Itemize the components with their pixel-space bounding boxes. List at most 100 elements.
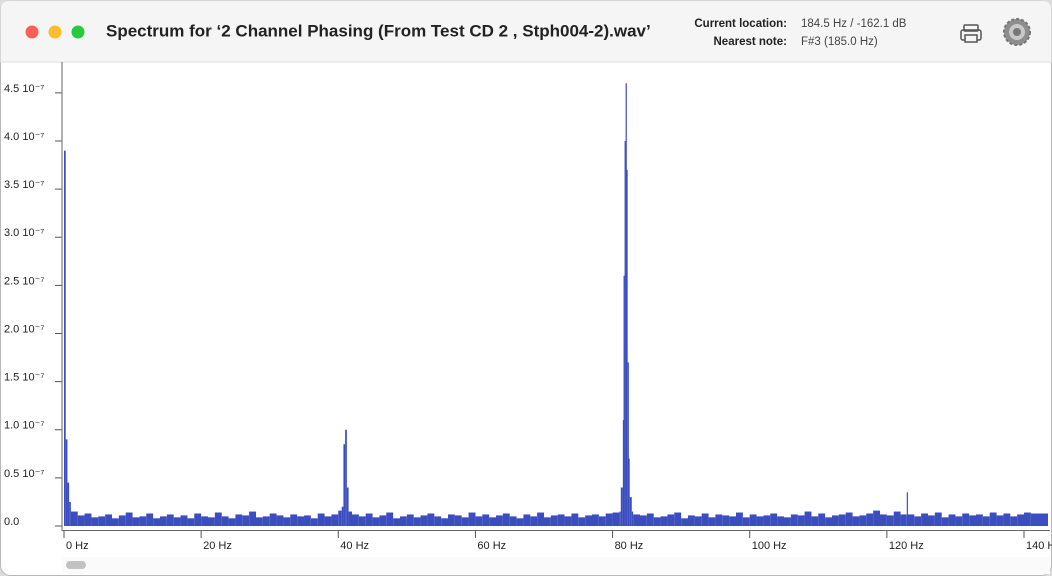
close-button[interactable]: [25, 25, 39, 39]
spectrum-bar: [784, 517, 791, 526]
spectrum-bar: [866, 513, 874, 526]
spectrum-bar: [146, 513, 154, 526]
spectrum-bar: [214, 512, 222, 526]
y-tick-label: 0.5 10⁻⁷: [4, 468, 44, 480]
spectrum-bar: [886, 515, 894, 526]
spectrum-bar: [550, 515, 558, 526]
x-tick-label: 60 Hz: [477, 540, 506, 552]
spectrum-bar: [989, 512, 997, 526]
spectrum-bar: [674, 512, 682, 526]
spectrum-bar: [811, 516, 819, 526]
spectrum-bar: [105, 514, 112, 526]
spectrum-bar: [1024, 512, 1031, 526]
y-tick-label: 0.0: [4, 516, 19, 528]
x-tick-label: 140 Hz: [1026, 540, 1052, 552]
spectrum-bar: [996, 515, 1004, 526]
spectrum-bar: [1003, 513, 1011, 526]
note-label: Nearest note:: [714, 36, 788, 48]
spectrum-bar: [262, 516, 270, 526]
settings-button[interactable]: [1003, 18, 1031, 46]
y-tick-label: 4.5 10⁻⁷: [4, 83, 44, 95]
window-title: Spectrum for ‘2 Channel Phasing (From Te…: [106, 21, 651, 40]
spectrum-bar: [348, 511, 352, 526]
location-label: Current location:: [694, 18, 787, 30]
minimize-button[interactable]: [48, 25, 62, 39]
y-tick-label: 2.0 10⁻⁷: [4, 323, 44, 335]
spectrum-bar: [434, 516, 442, 526]
spectrum-bar: [646, 513, 654, 526]
spectrum-bar: [228, 518, 236, 526]
spectrum-bar: [448, 514, 455, 526]
spectrum-bar: [297, 516, 304, 526]
spectrum-bar: [221, 516, 229, 526]
spectrum-bar: [955, 516, 963, 526]
spectrum-bar: [681, 518, 688, 526]
spectrum-bar: [736, 512, 743, 526]
spectrum-bar: [235, 514, 243, 526]
spectrum-bar: [98, 516, 106, 526]
x-tick-label: 40 Hz: [340, 540, 369, 552]
spectrum-bar: [420, 515, 428, 526]
spectrum-bar: [379, 515, 387, 526]
x-tick-label: 100 Hz: [752, 540, 787, 552]
spectrum-bar: [283, 517, 291, 526]
spectrum-bar: [461, 517, 469, 526]
spectrum-bar: [688, 515, 695, 526]
spectrum-bar: [324, 516, 332, 526]
spectrum-bar: [701, 513, 709, 526]
spectrum-bar: [749, 514, 757, 526]
spectrum-bar: [482, 514, 490, 526]
spectrum-bar: [612, 512, 620, 526]
spectrum-bar: [578, 517, 586, 526]
spectrum-bar: [633, 514, 640, 526]
print-button[interactable]: [960, 24, 982, 43]
spectrum-bar: [112, 518, 119, 526]
scrollbar-thumb[interactable]: [66, 561, 86, 569]
spectrum-bar: [667, 514, 675, 526]
y-tick-label: 1.5 10⁻⁷: [4, 372, 44, 384]
spectrum-bar: [346, 487, 349, 526]
spectrum-bar: [468, 512, 476, 526]
spectrum-bar: [564, 516, 572, 526]
spectrum-bar: [907, 514, 915, 526]
y-tick-label: 3.0 10⁻⁷: [4, 227, 44, 239]
spectrum-bar: [341, 506, 344, 526]
spectrum-bar: [742, 517, 750, 526]
spectrum-bar: [653, 517, 661, 526]
spectrum-bar: [489, 517, 496, 526]
spectrum-bar: [619, 511, 621, 526]
spectrum-bar: [921, 513, 928, 526]
y-tick-label: 2.5 10⁻⁷: [4, 275, 44, 287]
spectrum-bar: [166, 514, 174, 526]
spectrum-bar: [620, 487, 623, 526]
spectrum-bar: [571, 513, 579, 526]
spectrum-bar: [242, 515, 250, 526]
spectrum-bar: [516, 518, 524, 526]
spectrum-bar: [393, 518, 400, 526]
spectrum-bar: [880, 514, 887, 526]
spectrum-bar: [413, 517, 421, 526]
x-tick-label: 20 Hz: [203, 540, 232, 552]
spectrum-bar: [70, 511, 78, 526]
spectrum-bar: [598, 516, 606, 526]
zoom-button[interactable]: [71, 25, 85, 39]
spectrum-bar: [948, 514, 956, 526]
spectrum-bar: [694, 516, 702, 526]
scrollbar-track[interactable]: [62, 557, 1050, 574]
spectrum-bar: [475, 516, 483, 526]
spectrum-bar: [406, 514, 414, 526]
spectrum-bar: [153, 518, 160, 526]
spectrum-bar: [592, 514, 599, 526]
spectrum-bar: [1017, 514, 1024, 526]
spectrum-bar: [797, 515, 805, 526]
spectrum-bar: [194, 513, 202, 526]
spectrum-bar: [118, 515, 126, 526]
spectrum-bar: [969, 515, 976, 526]
spectrum-bar: [365, 513, 373, 526]
spectrum-bar: [729, 516, 736, 526]
spectrum-bar: [623, 275, 625, 526]
spectrum-bar: [585, 515, 592, 526]
y-tick-label: 4.0 10⁻⁷: [4, 131, 44, 143]
